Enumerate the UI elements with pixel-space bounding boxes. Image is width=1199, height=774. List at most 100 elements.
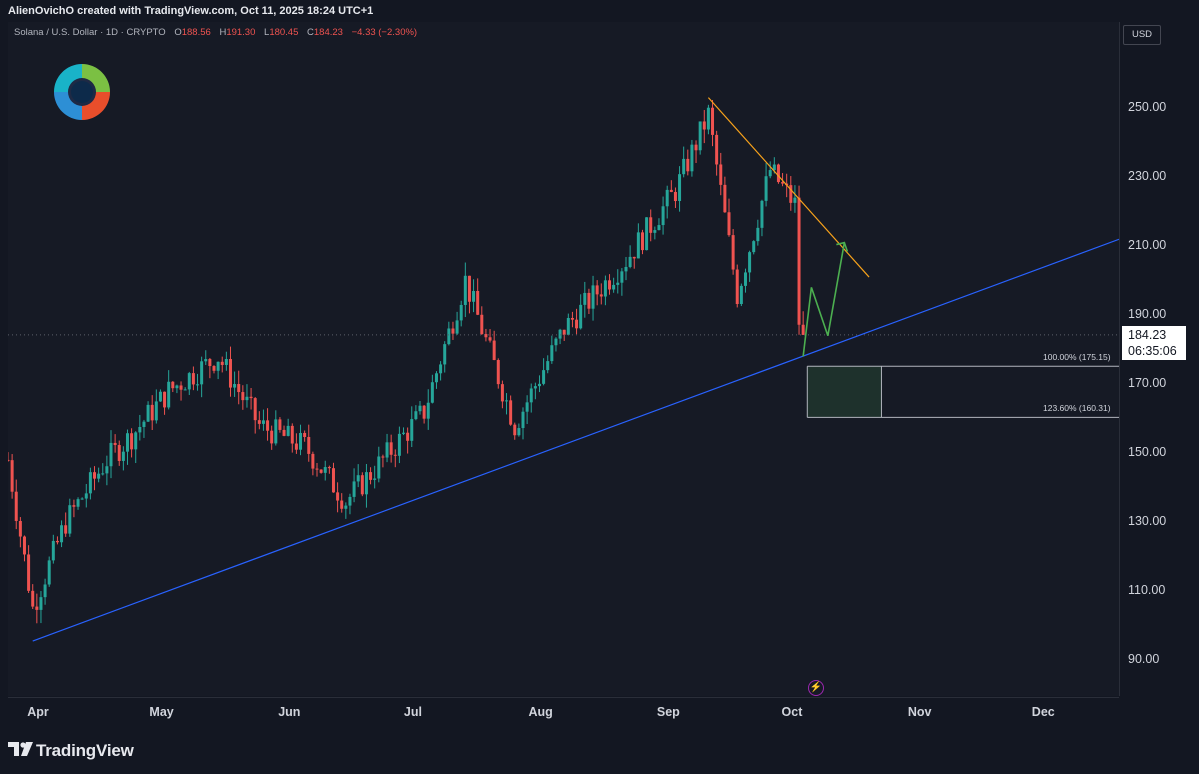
candle-body xyxy=(393,454,397,456)
candle-body xyxy=(163,391,167,408)
candle-body xyxy=(352,481,356,497)
time-axis[interactable] xyxy=(8,697,1119,728)
candle-body xyxy=(134,432,138,450)
candle-body xyxy=(171,381,175,389)
candle-body xyxy=(566,317,570,335)
candle-body xyxy=(187,373,191,390)
candle-body xyxy=(772,164,776,171)
fib-level-100-label: 100.00% (175.15) xyxy=(1043,352,1111,362)
candle-body xyxy=(14,491,18,521)
symbol-name[interactable]: Solana / U.S. Dollar · 1D · CRYPTO xyxy=(14,27,166,38)
candle-body xyxy=(793,197,797,203)
candle-body xyxy=(303,432,307,437)
candle-body xyxy=(373,478,377,480)
candle-body xyxy=(245,396,249,401)
current-price-tag: 184.23 06:35:06 xyxy=(1122,326,1186,360)
candle-body xyxy=(686,158,690,172)
time-tick-label: Aug xyxy=(528,705,553,719)
candle-body xyxy=(299,432,303,450)
candle-body xyxy=(35,606,39,610)
candle-body xyxy=(406,432,410,441)
lightning-icon[interactable]: ⚡ xyxy=(808,680,824,696)
time-tick-label: Oct xyxy=(781,705,803,719)
candle-body xyxy=(476,290,480,315)
candle-body xyxy=(360,475,364,495)
fib-level-1236-label: 123.60% (160.31) xyxy=(1043,403,1111,413)
candle-body xyxy=(459,304,463,321)
candle-body xyxy=(315,468,319,470)
candle-body xyxy=(76,499,80,507)
price-chart-svg[interactable] xyxy=(8,22,1119,696)
candle-body xyxy=(418,405,422,412)
candle-body xyxy=(22,536,26,555)
low-value: 180.45 xyxy=(269,27,299,38)
candle-body xyxy=(801,324,805,335)
candle-body xyxy=(253,398,257,421)
price-tick-label: 250.00 xyxy=(1128,100,1167,114)
price-tick-label: 190.00 xyxy=(1128,307,1167,321)
candle-body xyxy=(480,314,484,335)
candle-body xyxy=(72,505,76,507)
candle-body xyxy=(237,384,241,393)
candle-body xyxy=(175,385,179,389)
candle-body xyxy=(748,252,752,273)
chart-pane[interactable] xyxy=(8,22,1119,696)
candle-body xyxy=(101,473,105,475)
candle-body xyxy=(356,475,360,482)
change-value: −4.33 (−2.30%) xyxy=(351,27,418,38)
drawings-group xyxy=(8,97,1119,642)
candle-body xyxy=(608,280,612,290)
candle-body xyxy=(340,500,344,509)
candle-body xyxy=(678,174,682,202)
close-label: C xyxy=(307,27,314,38)
candle-body xyxy=(422,405,426,419)
candle-body xyxy=(233,384,237,388)
low-label: L xyxy=(264,27,270,38)
currency-button[interactable]: USD xyxy=(1123,25,1161,45)
candle-body xyxy=(682,158,686,175)
candle-body xyxy=(632,256,636,259)
candle-body xyxy=(200,361,204,385)
candle-body xyxy=(183,389,187,391)
candle-body xyxy=(698,121,702,151)
candle-body xyxy=(665,189,669,207)
candle-body xyxy=(694,144,698,151)
candle-body xyxy=(278,419,282,430)
candle-body xyxy=(47,560,51,585)
candle-body xyxy=(414,411,418,420)
time-tick-label: Dec xyxy=(1031,705,1055,719)
symbol-legend[interactable]: Solana / U.S. Dollar · 1D · CRYPTO O188.… xyxy=(14,27,417,38)
candle-body xyxy=(294,443,298,450)
chart-credit: AlienOvichO created with TradingView.com… xyxy=(8,5,374,17)
candle-body xyxy=(558,329,562,339)
candle-body xyxy=(191,373,195,385)
high-label: H xyxy=(219,27,227,38)
candle-body xyxy=(488,337,492,341)
footer xyxy=(0,727,1199,774)
candle-body xyxy=(673,191,677,202)
candle-body xyxy=(768,170,772,177)
candle-body xyxy=(319,469,323,473)
candle-body xyxy=(789,185,793,203)
support-trendline xyxy=(32,238,1119,642)
candle-body xyxy=(525,402,529,412)
candle-body xyxy=(369,472,373,480)
candle-body xyxy=(8,459,10,461)
price-tick-label: 170.00 xyxy=(1128,376,1167,390)
candle-body xyxy=(583,292,587,305)
tradingview-logo-icon xyxy=(8,742,33,756)
price-tick-label: 130.00 xyxy=(1128,514,1167,528)
candle-body xyxy=(261,420,265,424)
candle-body xyxy=(216,361,220,371)
current-price: 184.23 xyxy=(1128,328,1167,342)
price-tick-label: 230.00 xyxy=(1128,169,1167,183)
candle-body xyxy=(715,134,719,165)
candle-body xyxy=(624,266,628,272)
candle-body xyxy=(492,340,496,361)
fib-zone-fill xyxy=(807,366,882,418)
top-bar: AlienOvichO created with TradingView.com… xyxy=(0,0,1199,22)
candle-body xyxy=(711,107,715,135)
candle-body xyxy=(430,382,434,403)
candle-body xyxy=(109,442,113,467)
price-tick-label: 110.00 xyxy=(1128,583,1166,597)
